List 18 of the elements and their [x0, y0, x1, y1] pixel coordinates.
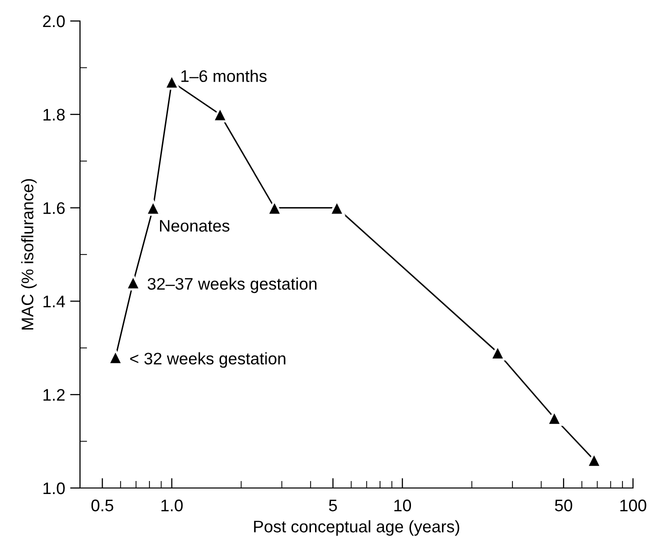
- annotation: 32–37 weeks gestation: [148, 278, 316, 294]
- y-tick-label: 1.0: [44, 482, 65, 494]
- x-tick-label: 5: [328, 500, 337, 512]
- annotation: 1–6 months: [181, 70, 267, 82]
- x-tick-label: 100: [620, 500, 646, 512]
- y-tick-label: 2.0: [43, 15, 65, 28]
- annotation: < 32 weeks gestation: [130, 352, 286, 368]
- x-axis-title: Post conceptual age (years): [254, 520, 460, 536]
- y-tick-label: 1.4: [44, 296, 65, 308]
- y-tick-label: 1.6: [44, 202, 65, 214]
- y-tick-label: 1.8: [44, 108, 65, 121]
- y-tick-label: 1.2: [44, 389, 65, 401]
- y-axis-title: MAC (% isoflurance): [21, 179, 37, 330]
- x-tick-label: 1.0: [161, 500, 183, 512]
- annotation: Neonates: [160, 220, 230, 232]
- x-tick-label: 50: [554, 500, 572, 512]
- x-tick-label: 10: [394, 500, 412, 512]
- x-tick-label: 0.5: [91, 500, 114, 512]
